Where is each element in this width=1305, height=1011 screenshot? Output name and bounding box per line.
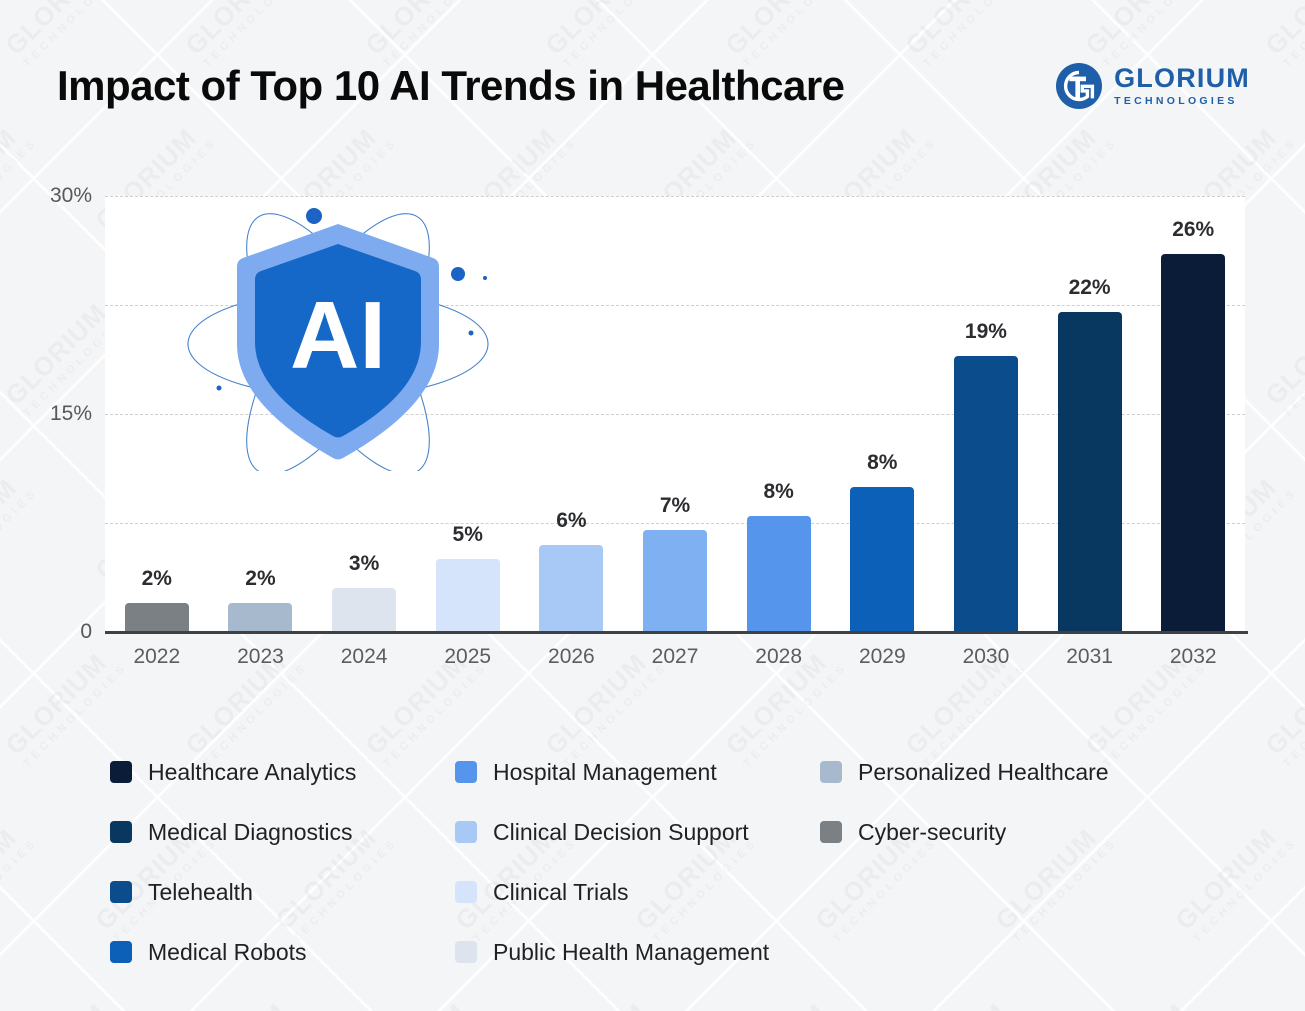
brand-logo-text: GLORIUM TECHNOLOGIES xyxy=(1114,65,1250,107)
bar-slot[interactable]: 19% xyxy=(934,196,1038,632)
gridline xyxy=(105,196,1245,197)
x-axis-tick-label: 2028 xyxy=(755,645,803,668)
brand-logo: GLORIUM TECHNOLOGIES xyxy=(1055,62,1250,110)
x-axis-tick-label: 2022 xyxy=(133,645,181,668)
gt-monogram-icon xyxy=(1056,63,1103,109)
legend-item[interactable]: Personalized Healthcare xyxy=(820,759,1230,786)
bar[interactable] xyxy=(643,530,708,632)
legend-item[interactable]: Telehealth xyxy=(110,879,455,906)
x-axis-ticks: 2022 2023 2024 2025 2026 2027 2028 2029 2030 2031… xyxy=(105,645,1245,669)
legend-item[interactable]: Medical Diagnostics xyxy=(110,819,455,846)
legend-item[interactable]: Healthcare Analytics xyxy=(110,759,455,786)
bar-value-label: 22% xyxy=(1068,276,1111,300)
x-axis-tick-label: 2031 xyxy=(1066,645,1113,668)
bar-value-label: 3% xyxy=(348,552,380,576)
bar-slot[interactable]: 7% xyxy=(623,196,727,632)
bar[interactable] xyxy=(1057,312,1122,632)
bar[interactable] xyxy=(539,544,604,632)
y-axis-ticks: 30% 15% 0 xyxy=(0,184,92,643)
legend-color-swatch xyxy=(820,821,842,843)
bar-value-label: 19% xyxy=(964,319,1007,343)
legend-color-swatch xyxy=(110,941,132,963)
x-axis-tick-label: 2032 xyxy=(1169,645,1217,668)
legend-item-label: Telehealth xyxy=(148,878,253,905)
bar-value-label: 2% xyxy=(141,566,172,590)
bar[interactable] xyxy=(332,588,397,632)
gridline xyxy=(105,414,1245,415)
bar-slot[interactable]: 8% xyxy=(830,196,934,632)
legend-item-label: Medical Diagnostics xyxy=(148,818,353,845)
gridline xyxy=(105,523,1245,524)
bar-value-label: 8% xyxy=(763,479,794,503)
bar[interactable] xyxy=(850,486,915,632)
bar-slot[interactable]: 2% xyxy=(105,196,209,632)
legend-color-swatch xyxy=(455,761,477,783)
bar[interactable] xyxy=(124,602,189,632)
legend-color-swatch xyxy=(110,761,132,783)
legend-item[interactable]: Clinical Trials xyxy=(455,879,820,906)
bar-value-label: 7% xyxy=(659,494,691,518)
legend-item[interactable]: Hospital Management xyxy=(455,759,820,786)
bar-slot[interactable]: 6% xyxy=(520,196,624,632)
x-axis-tick-label: 2025 xyxy=(444,645,492,668)
legend-item-label: Public Health Management xyxy=(493,938,770,965)
legend-item-label: Cyber-security xyxy=(858,818,1007,845)
x-axis-tick-label: 2026 xyxy=(548,645,595,668)
bar[interactable] xyxy=(435,559,500,632)
y-axis-tick-label: 30% xyxy=(49,184,92,207)
x-axis-tick-label: 2029 xyxy=(858,645,906,668)
bar-value-label: 8% xyxy=(867,450,898,474)
brand-name: GLORIUM xyxy=(1114,63,1250,94)
legend-item-label: Clinical Trials xyxy=(493,878,629,905)
bar-slot[interactable]: 2% xyxy=(209,196,313,632)
y-axis-tick-label: 0 xyxy=(80,620,92,643)
x-axis-line xyxy=(105,631,1248,634)
legend-color-swatch xyxy=(455,941,477,963)
legend-item[interactable]: Clinical Decision Support xyxy=(455,819,820,846)
bar-value-label: 26% xyxy=(1172,218,1215,242)
legend-item-label: Hospital Management xyxy=(493,758,717,785)
legend-item[interactable]: Public Health Management xyxy=(455,939,820,966)
legend-item-label: Clinical Decision Support xyxy=(493,818,749,845)
bar-value-label: 2% xyxy=(245,566,276,590)
legend-color-swatch xyxy=(820,761,842,783)
x-axis-tick-label: 2024 xyxy=(340,645,388,668)
legend-color-swatch xyxy=(110,821,132,843)
bar-slot[interactable]: 26% xyxy=(1141,196,1245,632)
x-axis-tick-label: 2030 xyxy=(962,645,1010,668)
legend-item[interactable]: Medical Robots xyxy=(110,939,455,966)
bar-value-label: 5% xyxy=(452,523,483,547)
bar-slot[interactable]: 5% xyxy=(416,196,520,632)
legend-color-swatch xyxy=(455,821,477,843)
legend-item-label: Personalized Healthcare xyxy=(858,758,1109,785)
bar[interactable] xyxy=(746,515,811,632)
legend-color-swatch xyxy=(455,881,477,903)
legend-item-label: Medical Robots xyxy=(148,938,307,965)
x-axis-tick-label: 2027 xyxy=(651,645,699,668)
header: Impact of Top 10 AI Trends in Healthcare… xyxy=(0,0,1305,150)
bar-slot[interactable]: 3% xyxy=(312,196,416,632)
gridline xyxy=(105,305,1245,306)
bar-series: 2% 2% 3% 5% 6% 7% 8% 8% 19% 22% 26% xyxy=(105,196,1245,632)
bar-slot[interactable]: 8% xyxy=(727,196,831,632)
bar-slot[interactable]: 22% xyxy=(1038,196,1142,632)
chart-legend: Healthcare Analytics Hospital Management P… xyxy=(110,742,1230,982)
brand-tagline: TECHNOLOGIES xyxy=(1114,95,1238,108)
x-axis-tick-label: 2023 xyxy=(237,645,284,668)
page-title: Impact of Top 10 AI Trends in Healthcare xyxy=(57,62,845,109)
bar-value-label: 6% xyxy=(556,508,587,532)
bar[interactable] xyxy=(1161,254,1226,632)
legend-item-label: Healthcare Analytics xyxy=(148,758,357,785)
bar[interactable] xyxy=(228,602,293,632)
legend-item[interactable]: Cyber-security xyxy=(820,819,1230,846)
legend-color-swatch xyxy=(110,881,132,903)
y-axis-tick-label: 15% xyxy=(49,402,92,425)
bar[interactable] xyxy=(953,355,1018,632)
